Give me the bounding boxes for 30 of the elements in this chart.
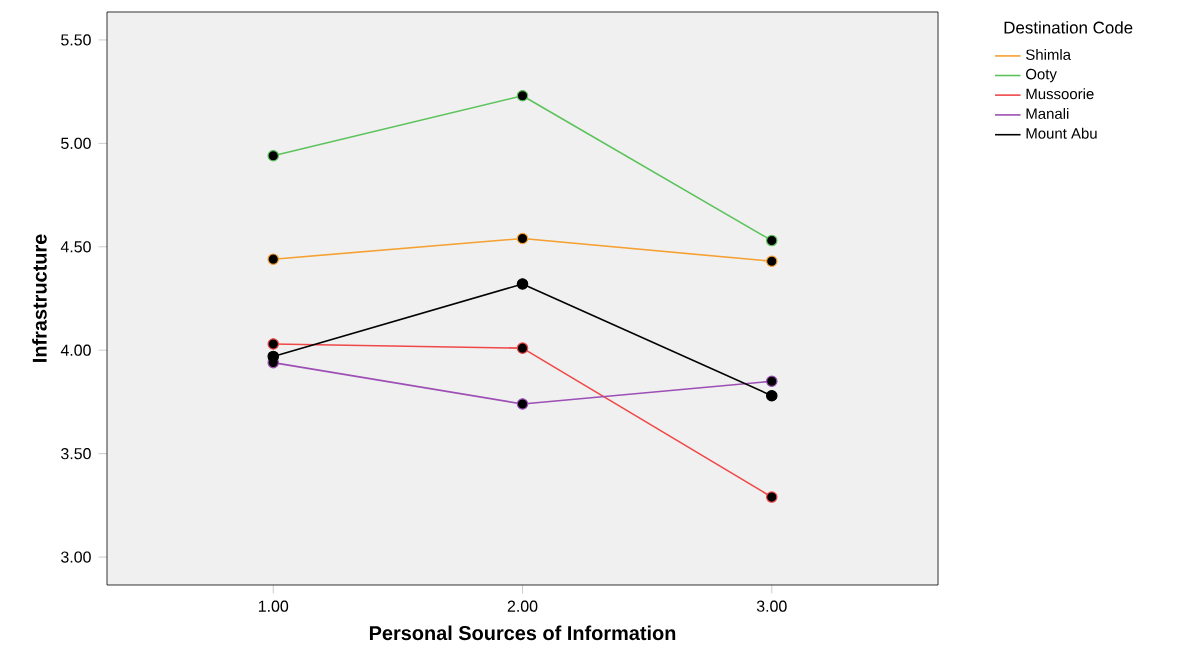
x-tick-label: 2.00 (507, 600, 538, 612)
point (267, 149, 280, 162)
legend-label: Shimla (1026, 49, 1072, 60)
point (267, 253, 280, 265)
y-tick-label: 4.50 (60, 241, 91, 253)
point (765, 375, 778, 388)
y-tick-label: 4.00 (60, 344, 91, 356)
point (765, 491, 778, 503)
legend-title: Destination Code (1004, 21, 1133, 34)
point (516, 89, 529, 102)
y-tick-label: 3.50 (61, 448, 91, 460)
x-tick-label: 3.00 (756, 600, 787, 612)
legend-label: Mount Abu (1026, 127, 1097, 139)
y-tick-label: 3.00 (61, 551, 91, 563)
y-tick-label: 5.00 (61, 137, 91, 149)
legend-label: Manali (1026, 108, 1069, 119)
point (516, 342, 529, 354)
point (516, 398, 529, 410)
y-tick-label: 5.50 (61, 34, 91, 46)
x-axis-title: Personal Sources of Information (369, 625, 676, 641)
y-axis-title: Infrastructure (32, 234, 47, 362)
point (267, 338, 280, 350)
point (765, 234, 778, 247)
legend-label: Ooty (1026, 68, 1057, 83)
legend-label: Mussoorie (1026, 88, 1094, 100)
point (516, 232, 529, 245)
point (765, 389, 778, 402)
point (516, 278, 529, 290)
point (765, 255, 778, 268)
x-tick-label: 1.00 (258, 600, 289, 612)
